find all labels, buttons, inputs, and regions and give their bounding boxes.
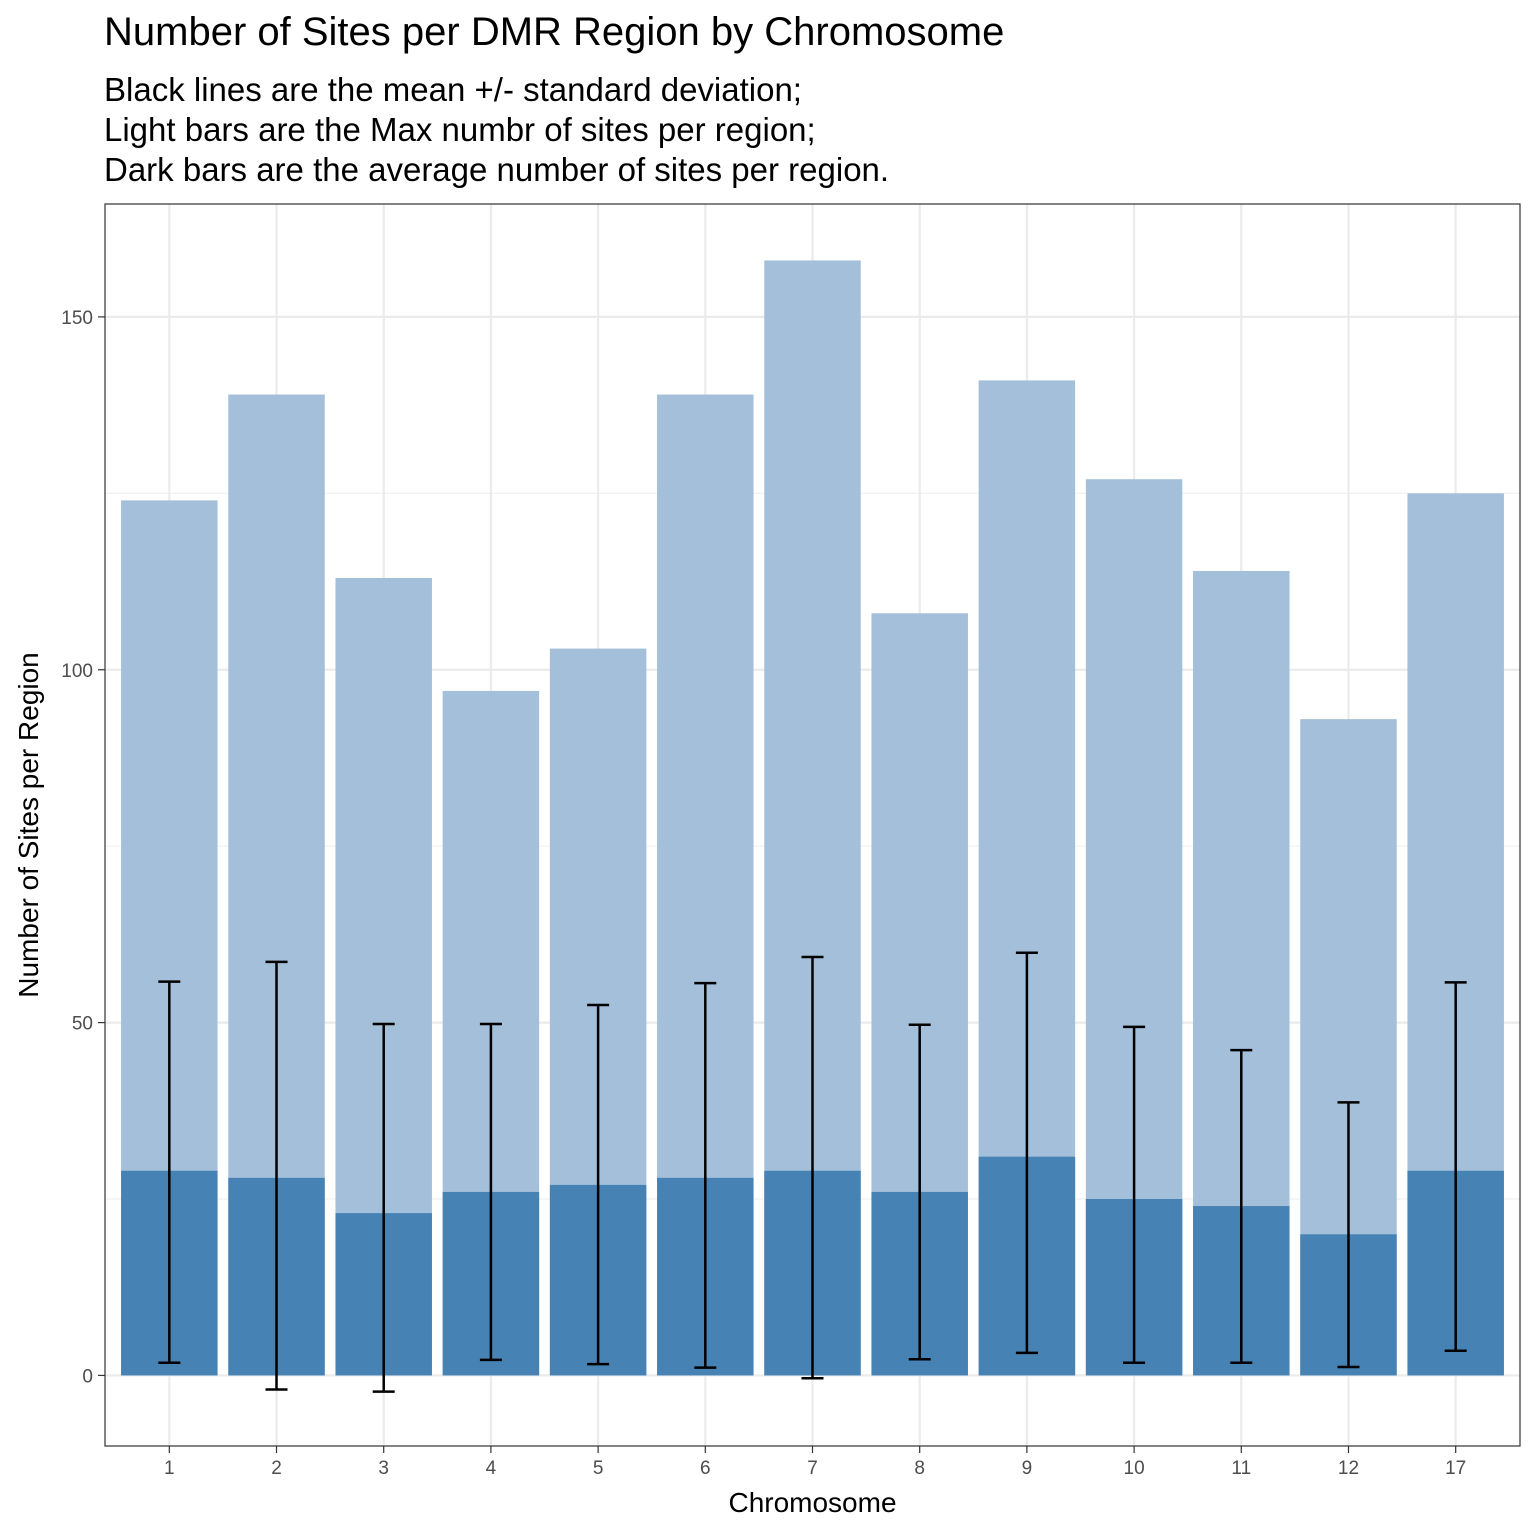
x-tick-label: 7 [807,1458,818,1479]
x-tick-label: 12 [1338,1458,1359,1479]
chart-subtitle: Black lines are the mean +/- standard de… [104,70,889,190]
y-tick-label: 100 [61,661,93,682]
error-bar [587,1003,610,1366]
x-tick-label: 3 [378,1458,389,1479]
error-bar [1123,1025,1146,1364]
error-bar [1337,1101,1360,1369]
x-tick-label: 8 [914,1458,925,1479]
error-bar [158,980,181,1364]
y-tick-label: 50 [72,1014,93,1035]
error-bars [158,951,1467,1393]
subtitle-line-1: Black lines are the mean +/- standard de… [104,71,802,108]
error-bar [1230,1048,1253,1364]
x-tick-label: 5 [593,1458,604,1479]
x-tick-label: 4 [486,1458,497,1479]
x-tick-label: 2 [271,1458,282,1479]
bars [121,260,1504,1376]
y-axis-title: Number of Sites per Region [13,652,44,998]
x-tick-label: 11 [1231,1458,1251,1479]
x-tick-label: 17 [1445,1458,1466,1479]
error-bar [265,960,288,1391]
subtitle-line-3: Dark bars are the average number of site… [104,151,890,188]
chart-title: Number of Sites per DMR Region by Chromo… [104,10,1005,54]
x-tick-label: 9 [1022,1458,1033,1479]
x-tick-label: 1 [164,1458,175,1479]
subtitle-line-2: Light bars are the Max numbr of sites pe… [104,111,816,148]
error-bar [372,1022,395,1393]
x-tick-label: 6 [700,1458,711,1479]
y-tick-label: 150 [61,308,93,329]
error-bar [479,1022,502,1362]
y-tick-label: 0 [82,1366,93,1387]
error-bar [694,981,717,1369]
x-tick-label: 10 [1124,1458,1145,1479]
error-bar [801,955,824,1380]
error-bar [1015,951,1038,1355]
error-bar [1444,981,1467,1352]
error-bar [908,1023,931,1361]
x-axis-title: Chromosome [728,1487,896,1518]
